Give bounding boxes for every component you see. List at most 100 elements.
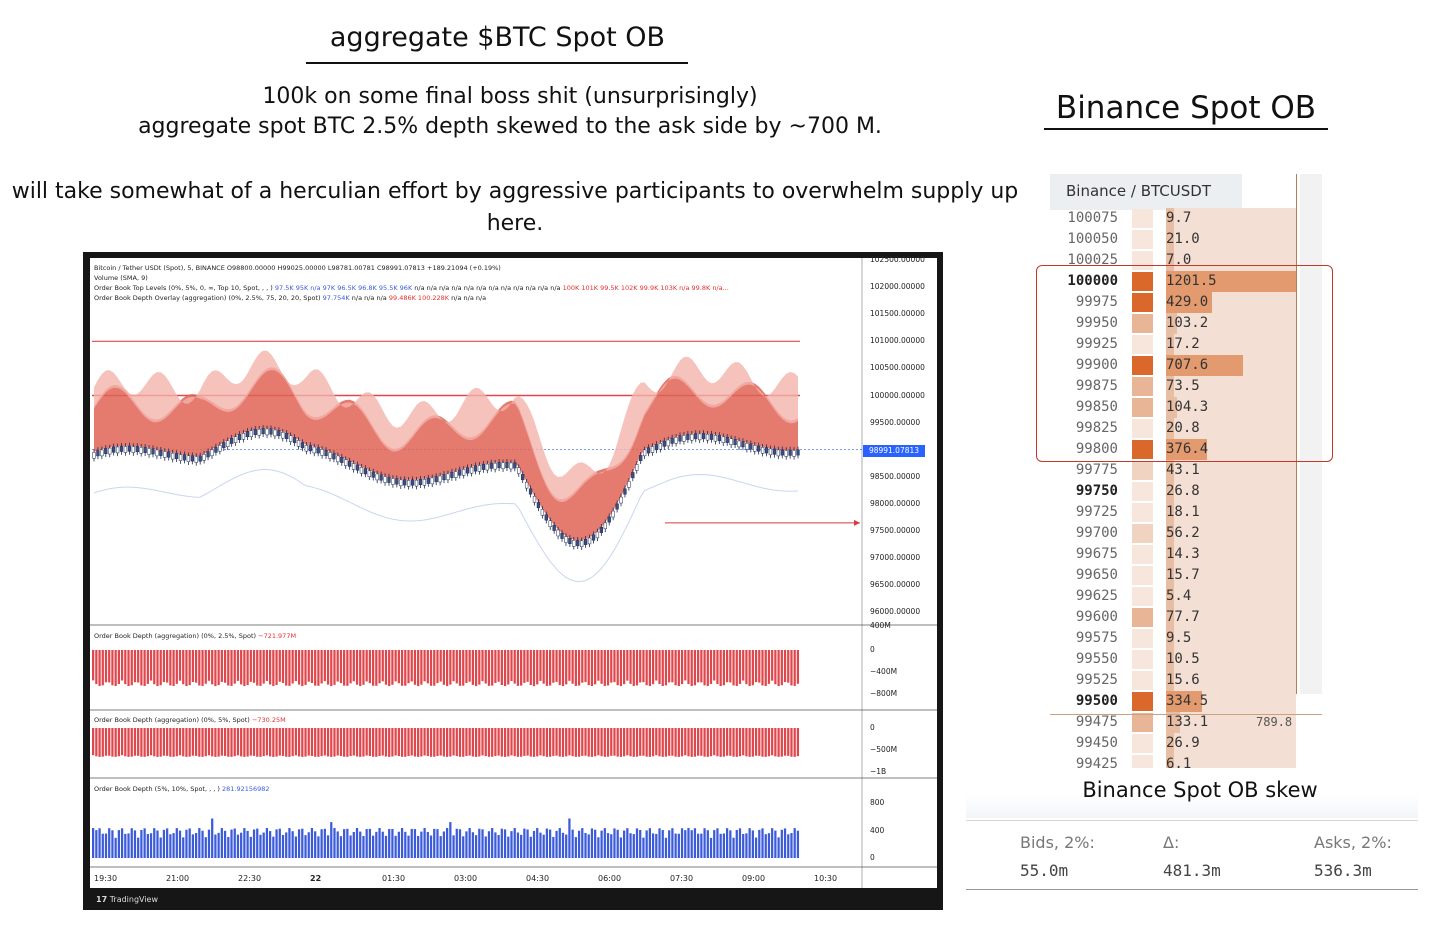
order-book[interactable]: Binance / BTCUSDT 100075 9.7 100050 21.0 100… [1050,174,1322,768]
order-book-price: 100000 [1067,273,1118,289]
depth-bar-2.5pct [291,650,294,684]
depth-bar-5-10pct [297,829,301,858]
order-book-row[interactable]: 99950 103.2 [1050,313,1322,334]
candle [316,447,320,454]
depth-bar-2.5pct [651,650,655,685]
order-book-row[interactable]: 99775 43.1 [1050,460,1322,481]
depth-bar-2.5pct [732,650,735,686]
depth-bar-2.5pct [539,650,542,681]
depth-bar-5-10pct [703,828,706,858]
order-book-row[interactable]: 99500 334.5 [1050,691,1322,712]
depth-bar-2.5pct [114,650,117,686]
order-book-row[interactable]: 99650 15.7 [1050,565,1322,586]
order-book-price: 99875 [1075,378,1118,394]
depth-bar-5-10pct [558,828,561,858]
chart-canvas[interactable] [90,258,937,888]
depth-bar-5-10pct [304,835,307,858]
order-book-size: 103.2 [1166,315,1209,331]
order-book-row[interactable]: 99525 15.6 [1050,670,1322,691]
depth-bar-5pct [532,728,536,757]
order-book-size: 104.3 [1166,399,1209,415]
depth-bar-2.5pct [507,650,510,685]
depth-bar-2.5pct [207,650,211,681]
order-book-size-bar [1166,229,1174,250]
order-book-size-bar [1166,670,1174,691]
depth-bar-5pct [410,728,413,756]
tradingview-label: TradingView [109,895,159,904]
depth-bar-5-10pct [687,827,690,858]
depth-bar-2.5pct [587,650,590,686]
depth-bar-2.5pct [413,650,417,685]
depth-bar-5-10pct [758,829,761,858]
depth-bar-5pct [355,728,359,757]
order-book-row[interactable]: 99875 73.5 [1050,376,1322,397]
right-title-underline [1044,128,1328,130]
depth-bar-5pct [230,728,233,757]
tradingview-chart[interactable]: Bitcoin / Tether USDt (Spot), 5, BINANCE… [90,255,937,888]
price-tick: 102500.00000 [870,255,925,264]
depth-bar-5pct [394,728,397,756]
depth-bar-5pct [211,728,214,757]
depth-bar-5-10pct [114,837,117,858]
depth-bar-5pct [545,728,549,757]
depth-bar-2.5pct [719,650,722,687]
order-book-row[interactable]: 99550 10.5 [1050,649,1322,670]
order-book-heat-cell [1132,587,1153,606]
order-book-row[interactable]: 99825 20.8 [1050,418,1322,439]
price-tick: 97000.00000 [870,553,921,563]
order-book-row[interactable]: 99975 429.0 [1050,292,1322,313]
order-book-row[interactable]: 99625 5.4 [1050,586,1322,607]
depth-bar-5-10pct [355,828,359,858]
depth-bar-5pct [227,728,230,757]
order-book-row[interactable]: 99925 17.2 [1050,334,1322,355]
candle [304,444,309,452]
order-book-row[interactable]: 99800 376.4 [1050,439,1322,460]
depth-bar-5pct [565,728,568,757]
candle [666,439,670,447]
candle [465,467,470,474]
order-book-size: 707.6 [1166,357,1209,373]
candle [485,463,489,471]
depth-bar-5pct [362,728,365,757]
time-tick: 22:30 [238,874,262,883]
depth-bar-5pct [780,728,783,757]
depth-bar-5pct [426,728,429,757]
depth-bar-2.5pct [362,650,365,685]
legend-overlay-na: n/a n/a n/a [351,294,387,302]
order-book-price: 99525 [1075,672,1118,688]
depth-bar-2.5pct [635,650,639,686]
highlight-box [1036,265,1333,462]
order-book-row[interactable]: 100050 21.0 [1050,229,1322,250]
depth-bar-5pct [153,728,156,757]
order-book-row[interactable]: 99850 104.3 [1050,397,1322,418]
candle [371,471,375,478]
order-book-row[interactable]: 99750 26.8 [1050,481,1322,502]
order-book-row[interactable]: 99725 18.1 [1050,502,1322,523]
depth-bar-2.5pct [494,650,497,683]
order-book-row[interactable]: 99700 56.2 [1050,523,1322,544]
depth-bar-5pct [716,728,719,757]
order-book-row[interactable]: 99475 133.1 [1050,712,1322,733]
order-book-row[interactable]: 100000 1201.5 [1050,271,1322,292]
order-book-price: 99625 [1075,588,1118,604]
depth-bar-5pct [555,728,558,756]
depth-bar-2.5pct [375,650,378,686]
depth-bar-5pct [594,728,597,757]
order-book-row[interactable]: 100075 9.7 [1050,208,1322,229]
depth-bar-5-10pct [117,830,120,858]
depth-bar-5pct [436,728,439,757]
candle [214,446,218,453]
order-book-row[interactable]: 99425 6.1 [1050,754,1322,768]
candle [115,446,120,454]
depth-bar-5pct [320,728,323,757]
order-book-row[interactable]: 99675 14.3 [1050,544,1322,565]
order-book-row[interactable]: 99900 707.6 [1050,355,1322,376]
order-book-row[interactable]: 99450 26.9 [1050,733,1322,754]
depth-bar-2.5pct [648,650,651,687]
depth-bar-5pct [371,728,375,757]
order-book-row[interactable]: 99575 9.5 [1050,628,1322,649]
candle [143,447,147,453]
candle [757,445,761,452]
depth-bar-5pct [281,728,285,756]
order-book-row[interactable]: 99600 77.7 [1050,607,1322,628]
